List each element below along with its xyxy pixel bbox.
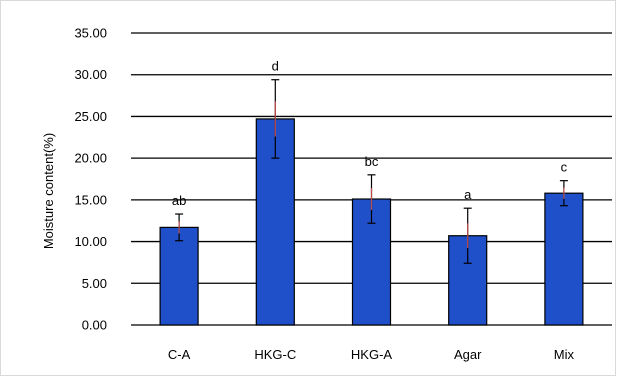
x-tick-label: HKG-C xyxy=(254,347,296,362)
y-axis-ticks: 0.00 5.00 10.00 15.00 20.00 25.00 30.00 35.00 xyxy=(74,26,107,333)
bar-c-a xyxy=(159,226,199,326)
y-tick-label: 15.00 xyxy=(74,192,107,207)
bar-mix xyxy=(544,192,584,326)
y-tick-label: 5.00 xyxy=(82,276,107,291)
y-axis-label: Moisture content(%) xyxy=(41,133,56,249)
x-axis-categories: C-A HKG-C HKG-A Agar Mix xyxy=(168,347,575,362)
y-tick-label: 25.00 xyxy=(74,109,107,124)
x-tick-label: Agar xyxy=(454,347,482,362)
significance-labels: ab d bc a c xyxy=(172,59,568,208)
significance-label: ab xyxy=(172,193,186,208)
y-tick-label: 35.00 xyxy=(74,26,107,41)
significance-label: c xyxy=(561,160,568,175)
significance-label: a xyxy=(464,187,472,202)
x-tick-label: Mix xyxy=(554,347,575,362)
x-tick-label: C-A xyxy=(168,347,191,362)
y-tick-label: 10.00 xyxy=(74,234,107,249)
error-bars xyxy=(175,79,568,264)
significance-label: bc xyxy=(365,154,379,169)
y-tick-label: 20.00 xyxy=(74,151,107,166)
y-tick-label: 0.00 xyxy=(82,318,107,333)
y-tick-label: 30.00 xyxy=(74,67,107,82)
x-tick-label: HKG-A xyxy=(351,347,393,362)
significance-label: d xyxy=(272,59,279,74)
